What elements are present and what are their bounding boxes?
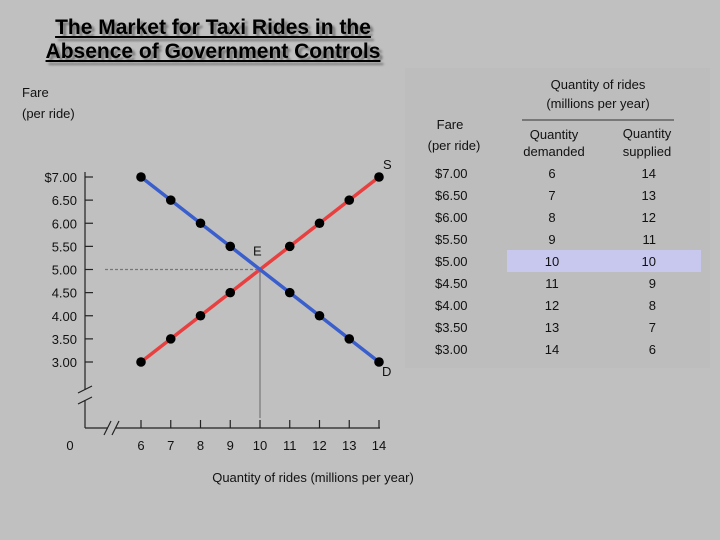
y-tick-label: 6.50 <box>52 193 77 208</box>
table-cell-qs: 13 <box>642 188 656 203</box>
table-cell-fare: $7.00 <box>435 166 468 181</box>
y-axis-label-line2: (per ride) <box>22 106 75 121</box>
table-cell-fare: $5.50 <box>435 232 468 247</box>
x-axis-break-2 <box>111 420 120 436</box>
table-row: $5.00 10 10 <box>435 250 701 272</box>
table-row: $7.00 6 14 <box>435 166 656 181</box>
demand-point <box>374 357 384 367</box>
table-cell-qd: 6 <box>548 166 555 181</box>
table-cell-fare: $3.00 <box>435 342 468 357</box>
table-cell-qs: 6 <box>649 342 656 357</box>
col-qd-header-line2: demanded <box>523 144 584 159</box>
table-cell-qs: 14 <box>642 166 656 181</box>
col-fare-header-line2: (per ride) <box>428 138 481 153</box>
supply-point <box>374 172 384 182</box>
table-cell-fare: $5.00 <box>435 254 468 269</box>
x-axis-label: Quantity of rides (millions per year) <box>212 470 414 485</box>
supply-point <box>195 310 206 321</box>
title-line-2: Absence of Government Controls <box>45 40 381 63</box>
axes <box>77 172 380 436</box>
demand-point <box>314 310 325 321</box>
table-row: $6.50 7 13 <box>435 188 656 203</box>
slide-title: The Market for Taxi Rides in the Absence… <box>14 16 412 64</box>
y-tick-label: 6.00 <box>52 216 77 231</box>
col-qs-header-line1: Quantity <box>623 126 672 141</box>
demand-curve-label: D <box>382 364 391 379</box>
demand-point <box>225 241 236 252</box>
x-tick-label: 9 <box>227 438 234 453</box>
table-header-top-line1: Quantity of rides <box>551 77 646 92</box>
table-cell-fare: $4.00 <box>435 298 468 313</box>
table-cell-qd: 14 <box>545 342 559 357</box>
table-cell-qs: 11 <box>643 232 657 247</box>
table-cell-fare: $4.50 <box>435 276 468 291</box>
table-cell-fare: $3.50 <box>435 320 468 335</box>
table-cell-qd: 11 <box>545 276 559 291</box>
x-tick-label: 14 <box>372 438 386 453</box>
title-line-1: The Market for Taxi Rides in the <box>55 16 371 39</box>
supply-point <box>165 334 176 344</box>
x-tick-label: 8 <box>197 438 204 453</box>
col-qd-header-line1: Quantity <box>530 127 579 142</box>
col-qs-header-line2: supplied <box>623 144 671 159</box>
y-tick-label: 4.00 <box>52 309 77 324</box>
table-cell-qd: 7 <box>548 188 555 203</box>
table-row: $4.00 12 8 <box>435 298 656 313</box>
x-tick-label: 6 <box>137 438 144 453</box>
y-tick-label: 4.50 <box>52 286 77 301</box>
y-tick-label: 3.00 <box>52 355 77 370</box>
table-row: $3.50 13 7 <box>435 320 656 335</box>
supply-point <box>225 287 236 298</box>
table-cell-qd: 9 <box>548 232 555 247</box>
table-cell-qd: 13 <box>545 320 559 335</box>
supply-point <box>314 218 325 229</box>
table-row: $6.00 8 12 <box>435 210 656 225</box>
table-cell-qs: 7 <box>649 320 656 335</box>
demand-point <box>344 334 355 344</box>
supply-curve-label: S <box>383 157 392 172</box>
demand-point <box>284 287 295 298</box>
col-fare-header-line1: Fare <box>437 117 464 132</box>
table-header-top-line2: (millions per year) <box>546 96 649 111</box>
x-axis-break-1 <box>103 420 112 436</box>
demand-curve-line <box>139 175 381 364</box>
table-cell-qd: 8 <box>548 210 555 225</box>
table-cell-qs: 8 <box>649 298 656 313</box>
y-tick-label: 5.00 <box>52 263 77 278</box>
equilibrium-row-highlight <box>507 250 701 272</box>
demand-point <box>195 218 206 229</box>
table-cell-qs: 9 <box>649 276 656 291</box>
x-tick-label: 11 <box>283 438 297 453</box>
table-panel <box>405 68 710 368</box>
equilibrium-label: E <box>253 244 262 259</box>
supply-point <box>344 195 355 205</box>
table-cell-qs: 12 <box>642 210 656 225</box>
demand-point <box>136 172 146 182</box>
y-tick-label: 3.50 <box>52 332 77 347</box>
x-tick-label: 10 <box>253 438 267 453</box>
demand-point <box>165 195 176 205</box>
origin-label: 0 <box>66 438 73 453</box>
x-tick-label: 7 <box>167 438 174 453</box>
table-cell-qd: 10 <box>545 254 559 269</box>
y-tick-label: $7.00 <box>44 170 77 185</box>
table-cell-fare: $6.00 <box>435 210 468 225</box>
x-tick-label: 12 <box>312 438 326 453</box>
x-tick-label: 13 <box>342 438 356 453</box>
supply-point <box>136 357 146 367</box>
y-axis-break-1 <box>77 385 93 394</box>
y-tick-label: 5.50 <box>52 239 77 254</box>
table-row: $5.50 9 11 <box>435 232 656 247</box>
supply-point <box>284 241 295 252</box>
table-cell-fare: $6.50 <box>435 188 468 203</box>
table-cell-qd: 12 <box>545 298 559 313</box>
y-axis-label-line1: Fare <box>22 85 49 100</box>
table-cell-qs: 10 <box>642 254 656 269</box>
table-row: $3.00 14 6 <box>435 342 656 357</box>
table-row: $4.50 11 9 <box>435 276 656 291</box>
